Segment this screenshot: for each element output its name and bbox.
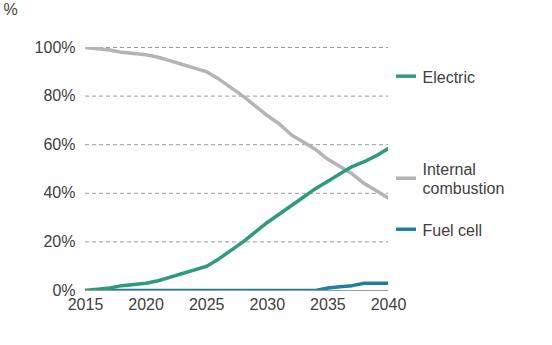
svg-text:20%: 20% — [43, 233, 75, 250]
svg-text:2015: 2015 — [68, 296, 104, 313]
svg-text:2030: 2030 — [250, 296, 286, 313]
svg-text:2020: 2020 — [128, 296, 164, 313]
svg-text:2040: 2040 — [371, 296, 407, 313]
svg-text:Fuel cell: Fuel cell — [423, 222, 483, 239]
svg-text:2025: 2025 — [189, 296, 225, 313]
svg-text:40%: 40% — [43, 184, 75, 201]
svg-text:%: % — [4, 1, 18, 18]
svg-text:Electric: Electric — [423, 69, 475, 86]
svg-text:2035: 2035 — [310, 296, 346, 313]
svg-text:80%: 80% — [43, 87, 75, 104]
svg-text:0%: 0% — [52, 281, 76, 299]
svg-text:60%: 60% — [43, 136, 75, 153]
svg-text:Internalcombustion: Internalcombustion — [423, 161, 505, 197]
svg-text:100%: 100% — [35, 39, 76, 56]
